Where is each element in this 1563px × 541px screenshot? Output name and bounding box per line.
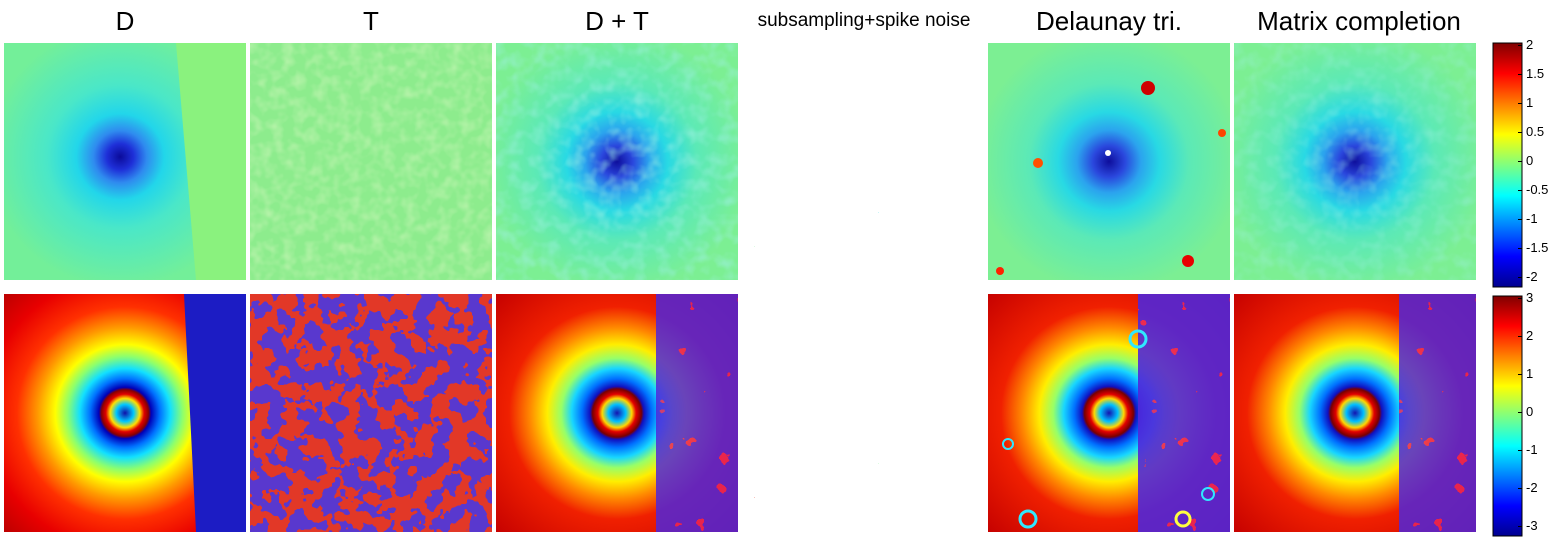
panel-r1-subsampling (742, 43, 984, 280)
colorbar-tick-label: 2 (1526, 37, 1534, 52)
title-subsampling: subsampling+spike noise (757, 10, 971, 31)
colorbar-tick-mark (1518, 526, 1522, 527)
colorbar-row2 (1492, 295, 1523, 537)
colorbar-tick-label: -1 (1526, 442, 1538, 457)
colorbar-tick-mark (1518, 132, 1522, 133)
title-d-plus-t: D + T (585, 6, 649, 36)
panel-r2-d (4, 294, 246, 532)
colorbar-tick-label: -2 (1526, 269, 1538, 284)
colorbar-tick-label: 3 (1526, 290, 1534, 305)
colorbar-tick-mark (1518, 248, 1522, 249)
colorbar-tick-label: 1.5 (1526, 66, 1545, 81)
colorbar-tick-label: 1 (1526, 95, 1534, 110)
colorbar-tick-mark (1518, 103, 1522, 104)
colorbar-tick-label: -1 (1526, 211, 1538, 226)
colorbar-tick-mark (1518, 450, 1522, 451)
colorbar-tick-mark (1518, 45, 1522, 46)
colorbar-tick-label: 0 (1526, 153, 1534, 168)
panel-r1-d (4, 43, 246, 280)
colorbar-tick-label: 0.5 (1526, 124, 1545, 139)
panel-r2-subsampling (742, 294, 984, 532)
colorbar-tick-label: 2 (1526, 328, 1534, 343)
colorbar-tick-label: -0.5 (1526, 182, 1549, 197)
colorbar-tick-label: -3 (1526, 518, 1538, 533)
colorbar-tick-label: 0 (1526, 404, 1534, 419)
colorbar-row1 (1492, 42, 1523, 288)
colorbar-tick-mark (1518, 488, 1522, 489)
colorbar-tick-mark (1518, 412, 1522, 413)
panel-r1-t (250, 43, 492, 280)
title-t: T (363, 6, 379, 36)
colorbar-tick-mark (1518, 298, 1522, 299)
panel-r2-t (250, 294, 492, 532)
title-d: D (115, 6, 135, 36)
panel-r1-matrix (1234, 43, 1476, 280)
title-matrix-completion: Matrix completion (1257, 6, 1461, 36)
panel-r2-matrix (1234, 294, 1476, 532)
colorbar-tick-mark (1518, 336, 1522, 337)
title-delaunay: Delaunay tri. (1036, 6, 1182, 36)
colorbar-tick-mark (1518, 219, 1522, 220)
colorbar-tick-label: -1.5 (1526, 240, 1549, 255)
colorbar-tick-mark (1518, 277, 1522, 278)
panel-r2-delaunay (988, 294, 1230, 532)
colorbar-tick-label: 1 (1526, 366, 1534, 381)
colorbar-tick-label: -2 (1526, 480, 1538, 495)
colorbar-tick-mark (1518, 190, 1522, 191)
colorbar-tick-mark (1518, 161, 1522, 162)
colorbar-tick-mark (1518, 374, 1522, 375)
panel-r2-dt (496, 294, 738, 532)
panel-r1-dt (496, 43, 738, 280)
colorbar-tick-mark (1518, 74, 1522, 75)
panel-r1-delaunay (988, 43, 1230, 280)
